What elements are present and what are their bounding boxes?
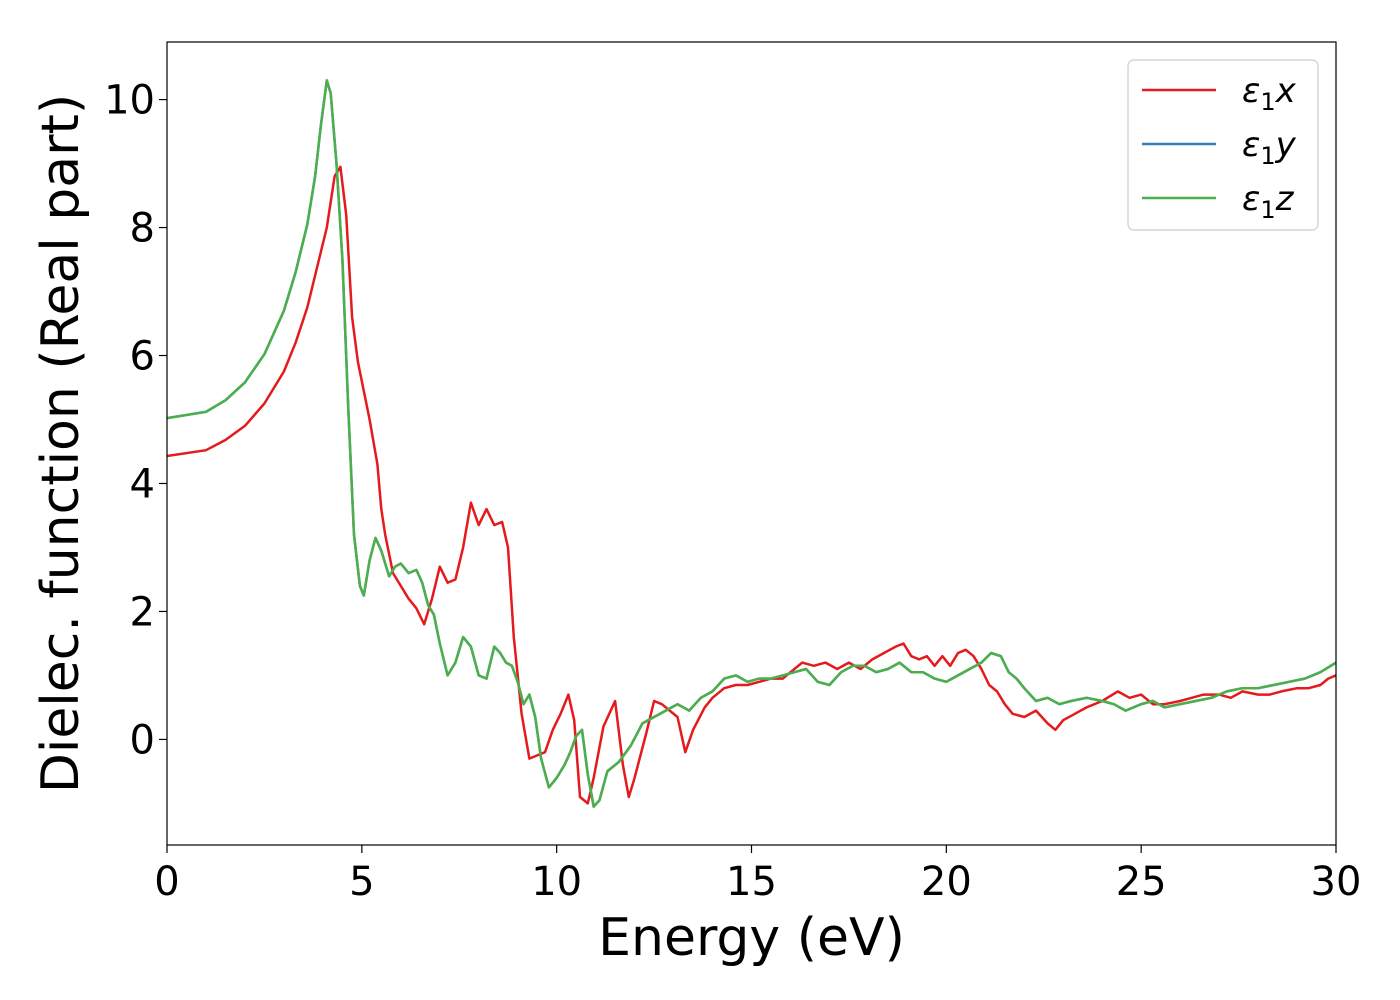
y-tick-label: 10 xyxy=(104,78,155,124)
y-tick-label: 4 xyxy=(130,461,155,507)
legend-box xyxy=(1127,59,1319,231)
y-axis-label: Dielec. function (Real part) xyxy=(31,94,91,793)
x-tick-label: 5 xyxy=(349,859,374,905)
legend: ε1x ε1y ε1z xyxy=(1127,59,1319,231)
x-tick-label: 15 xyxy=(726,859,777,905)
legend-label-x: ε1x xyxy=(1242,71,1297,116)
series-line-x xyxy=(167,165,1336,805)
legend-label-z: ε1z xyxy=(1242,179,1295,224)
y-tick-label: 6 xyxy=(130,334,155,380)
series-line-z xyxy=(167,79,1336,808)
x-tick-label: 0 xyxy=(154,859,179,905)
x-tick-label: 10 xyxy=(531,859,582,905)
y-tick-label: 0 xyxy=(130,717,155,763)
x-tick-label: 20 xyxy=(921,859,972,905)
x-axis: 0 5 10 15 20 25 30 xyxy=(154,845,1361,905)
x-tick-label: 25 xyxy=(1116,859,1167,905)
x-tick-label: 30 xyxy=(1311,859,1362,905)
x-axis-label: Energy (eV) xyxy=(598,908,905,968)
y-tick-label: 8 xyxy=(130,206,155,252)
legend-label-y: ε1y xyxy=(1242,125,1297,170)
y-axis: 0 2 4 6 8 10 xyxy=(104,78,167,763)
series-layer xyxy=(167,79,1336,808)
y-tick-label: 2 xyxy=(130,589,155,635)
